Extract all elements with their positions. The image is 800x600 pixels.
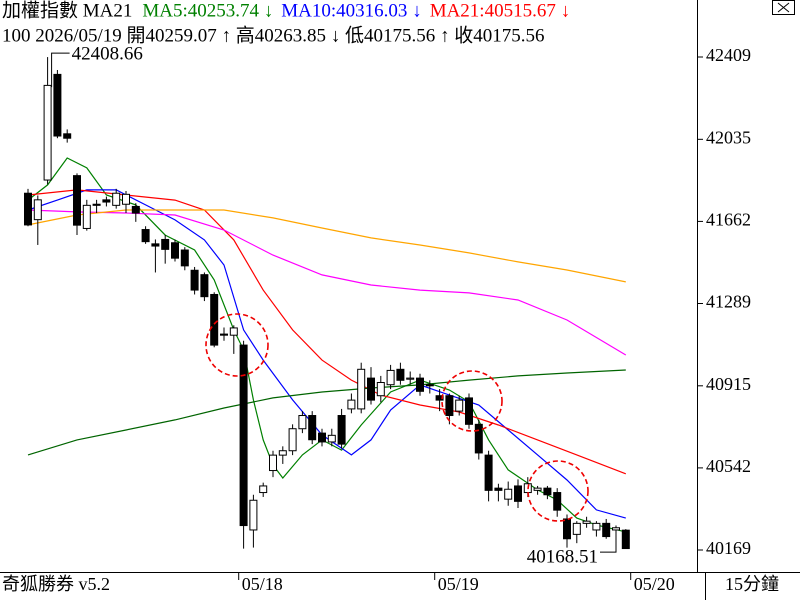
highlight-circle [527, 460, 589, 522]
x-tick-label: 05/18 [242, 574, 283, 594]
candle-body [33, 199, 42, 221]
candle-body [278, 450, 287, 456]
candle-body [465, 397, 473, 425]
candle-body [131, 205, 140, 214]
candle-body [63, 133, 72, 139]
ma-line [27, 189, 627, 475]
ma-line [27, 157, 626, 533]
candle-body [259, 485, 268, 494]
chart-title: 加權指數 MA21 [2, 0, 132, 21]
candles [24, 57, 630, 551]
candle-body [73, 175, 81, 226]
candle-body [102, 199, 111, 203]
candle-body [484, 454, 493, 491]
x-tick-label: 05/20 [634, 574, 675, 594]
candle-body [474, 423, 483, 454]
low-annotation: 40168.51 [527, 546, 598, 567]
candle-body [592, 522, 601, 531]
annotation-leader [51, 52, 70, 88]
candle-body [220, 333, 228, 336]
candle-body [563, 518, 571, 540]
candle-body [141, 229, 150, 243]
candle-body [435, 395, 444, 401]
candle-body [327, 434, 336, 443]
candle-body [376, 382, 385, 397]
candle-body [621, 529, 630, 550]
candle-body [122, 193, 130, 205]
candle-body [494, 487, 503, 491]
candle-body [416, 377, 424, 392]
candle-body [455, 399, 464, 412]
candle-body [308, 415, 317, 441]
candle-body [318, 432, 326, 443]
candle-body [229, 327, 238, 336]
candle-body [612, 527, 620, 531]
candle-body [249, 499, 258, 531]
highlight-circle [205, 313, 269, 377]
y-tick-label: 42035 [706, 127, 751, 147]
ma-line [27, 369, 626, 456]
candle-body [151, 243, 160, 247]
highlight-circle [441, 370, 503, 432]
candle-body [425, 384, 434, 387]
candle-body [82, 204, 91, 229]
candle-body [572, 522, 581, 535]
candle-body [357, 368, 366, 410]
candle-body [92, 203, 101, 206]
plot [24, 57, 630, 551]
legend-entry: MA5:40253.74 ↓ [142, 0, 273, 21]
annotation-leader [600, 546, 617, 553]
candle-body [504, 488, 513, 500]
footer-right: 15分鐘 [725, 574, 779, 594]
footer-left: 奇狐勝券 v5.2 [2, 574, 110, 594]
x-tick-label: 05/19 [438, 574, 479, 594]
candle-body [543, 487, 552, 496]
candle-body [200, 274, 209, 298]
candle-body [406, 377, 415, 380]
candle-body [582, 520, 591, 524]
legend-entry: MA21:40515.67 ↓ [430, 0, 570, 21]
candle-body [514, 485, 522, 502]
y-tick-label: 42409 [706, 45, 751, 65]
candle-body [180, 249, 189, 267]
candle-body [602, 522, 611, 538]
close-icon [777, 2, 790, 13]
candle-body [171, 242, 179, 259]
candle-body [210, 293, 219, 346]
highlight-circles [205, 313, 589, 522]
legend-entry: MA10:40316.03 ↓ [281, 0, 421, 21]
candle-body [239, 344, 248, 527]
candle-body [367, 377, 375, 401]
candle-body [347, 399, 356, 410]
candle-body [445, 395, 454, 417]
candle-body [298, 415, 307, 430]
y-tick-label: 41289 [706, 292, 751, 312]
candle-body [533, 487, 542, 491]
y-tick-label: 40169 [706, 538, 751, 558]
info-line: 100 2026/05/19 開40259.07 ↑ 高40263.85 ↓ 低… [2, 24, 545, 46]
candle-body [553, 492, 562, 511]
candle-body [112, 192, 121, 206]
y-tick-label: 41662 [706, 210, 751, 230]
candle-body [337, 415, 346, 445]
candle-body [53, 73, 62, 137]
candle-body [24, 192, 32, 226]
candle-body [288, 428, 297, 452]
candle-body [190, 269, 199, 291]
candle-body [269, 454, 277, 472]
candle-body [43, 84, 52, 181]
y-tick-label: 40542 [706, 456, 751, 476]
y-tick-label: 40915 [706, 374, 751, 394]
candle-body [396, 368, 405, 381]
candle-body [161, 238, 170, 250]
candle-body [386, 369, 395, 386]
high-annotation: 42408.66 [72, 43, 143, 64]
